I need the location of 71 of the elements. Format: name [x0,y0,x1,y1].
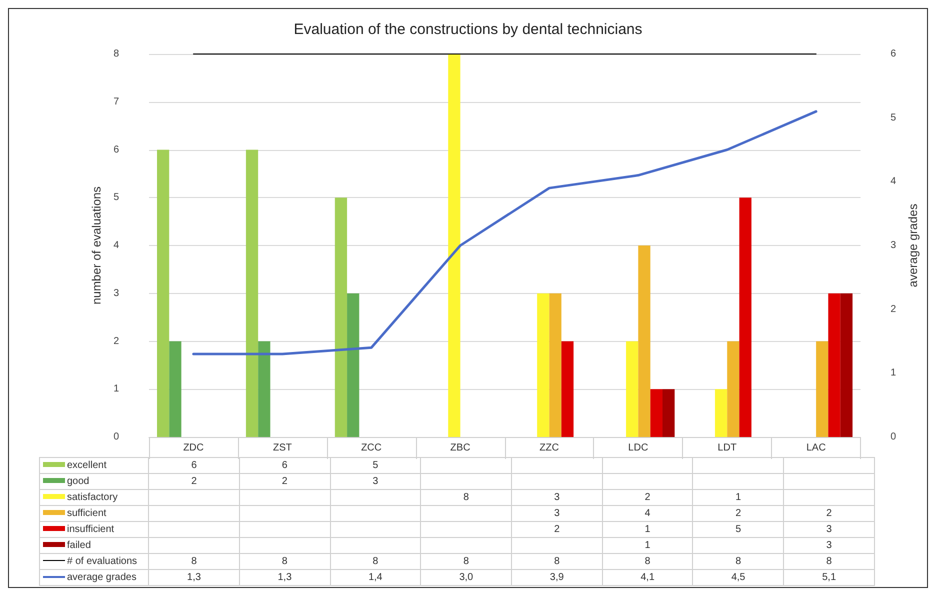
data-label: 3,0 [420,570,512,586]
data-label: 8 [239,554,330,570]
x-tick-label: ZZC [540,442,559,454]
data-label: 3 [330,474,421,490]
data-label: 1,3 [239,570,330,586]
y-tick-label: 8 [113,48,120,60]
x-tick-label: ZST [272,442,292,454]
data-label: 5 [330,458,421,474]
y2-tick-label: 2 [890,304,897,315]
legend-label: failed [40,538,149,554]
data-label: 8 [420,490,512,506]
data-label: 8 [784,554,874,570]
legend-label: excellent [40,458,149,474]
legend-label: sufficient [40,506,149,522]
data-label: 2 [692,506,784,522]
legend-label: satisfactory [40,490,149,506]
legend-label: insufficient [40,522,149,538]
legend-label: average grades [40,570,149,586]
x-tick-label: ZDC [183,442,204,454]
data-label: 5,1 [784,570,874,586]
data-label: 3 [784,538,874,554]
data-label: 2 [512,522,602,538]
data-label: 2 [784,506,874,522]
data-label: 3,9 [512,570,602,586]
legend-label: # of evaluations [40,554,149,570]
y-tick-label: 4 [113,240,120,251]
legend-label: good [40,474,149,490]
y-tick-label: 5 [113,192,120,204]
y-axis-title: number of evaluations [90,186,104,305]
y2-axis-title: average grades [906,204,920,288]
x-tick-label: ZBC [450,442,470,454]
y2-tick-label: 5 [890,112,897,124]
chart-title: Evaluation of the constructions by dental technicians [294,21,642,38]
data-label: 2 [239,474,330,490]
data-label: 2 [148,474,240,490]
data-label: 8 [420,554,512,570]
data-label: 3 [784,522,874,538]
y2-tick-label: 0 [890,432,897,442]
data-label: 1,4 [330,570,421,586]
data-label: 2 [602,490,693,506]
data-label: 8 [602,554,693,570]
data-label: 6 [148,458,240,474]
y-tick-label: 0 [113,432,120,442]
data-label: 1 [692,490,784,506]
data-label: 3 [512,490,602,506]
data-label: 1,3 [148,570,240,586]
y2-tick-label: 3 [890,240,897,251]
data-label: 8 [512,554,602,570]
data-label: 8 [330,554,421,570]
data-label: 1 [602,522,693,538]
y2-tick-label: 1 [890,368,897,379]
x-tick-label: LAC [806,442,826,454]
data-label: 4,5 [692,570,784,586]
data-label: 3 [512,506,602,522]
data-label: 8 [692,554,784,570]
y-tick-label: 2 [113,336,120,347]
data-label: 4,1 [602,570,693,586]
y-tick-label: 3 [113,288,120,299]
data-label: 8 [148,554,240,570]
y-tick-label: 6 [113,144,120,156]
y-tick-label: 7 [113,96,120,108]
y2-tick-label: 6 [890,48,897,60]
y-tick-label: 1 [113,384,120,395]
x-tick-label: LDC [628,442,648,454]
y2-tick-label: 4 [890,176,897,188]
data-label: 1 [602,538,693,554]
data-label: 4 [602,506,693,522]
x-tick-label: ZCC [361,442,382,454]
data-label: 6 [239,458,330,474]
data-label: 5 [692,522,784,538]
x-tick-label: LDT [718,442,737,454]
